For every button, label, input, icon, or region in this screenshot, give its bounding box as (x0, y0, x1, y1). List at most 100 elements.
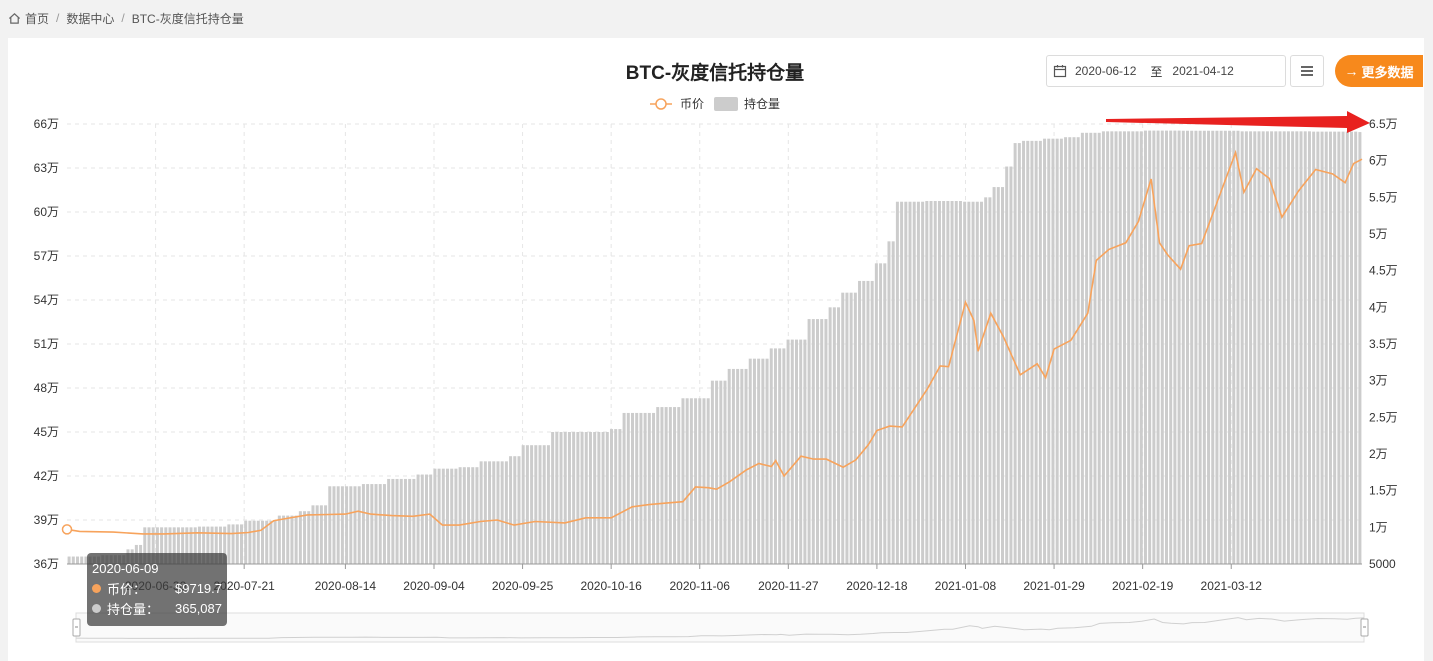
holdings-bar (370, 484, 374, 564)
more-data-button[interactable]: → 更多数据 (1335, 55, 1423, 87)
y-left-tick-label: 48万 (34, 381, 59, 395)
holdings-bar (1265, 131, 1269, 565)
holdings-bar (685, 398, 689, 564)
holdings-bar (176, 527, 180, 564)
breadcrumb-data-center-link[interactable]: 数据中心 (66, 11, 115, 26)
holdings-bar (324, 505, 328, 564)
holdings-bar (248, 520, 252, 564)
holdings-bar (168, 527, 172, 564)
holdings-bar (1194, 130, 1198, 564)
holdings-bar (269, 520, 273, 564)
holdings-bar (193, 527, 197, 564)
holdings-bar (479, 461, 483, 564)
chart-legend[interactable]: 币价 持仓量 (650, 96, 780, 111)
y-left-tick-label: 57万 (34, 249, 59, 263)
holdings-bar (942, 201, 946, 564)
holdings-bar (555, 432, 559, 564)
date-range-picker[interactable]: 2020-06-12 至 2021-04-12 (1046, 55, 1286, 87)
start-date-input[interactable]: 2020-06-12 (1075, 64, 1137, 78)
holdings-bar (1068, 137, 1072, 564)
holdings-bar (879, 263, 883, 564)
holdings-bar (916, 201, 920, 564)
end-date-input[interactable]: 2021-04-12 (1172, 64, 1234, 78)
holdings-bar (694, 398, 698, 564)
holdings-bar (635, 412, 639, 564)
holdings-bar (530, 445, 534, 564)
holdings-bar (845, 292, 849, 564)
holdings-bar (1295, 131, 1299, 565)
holdings-bar (441, 468, 445, 564)
holdings-bar (1257, 131, 1261, 565)
holdings-bar (185, 527, 189, 564)
holdings-bar (1005, 166, 1009, 565)
menu-button[interactable] (1290, 55, 1324, 87)
holdings-bar (155, 527, 159, 564)
holdings-bar (538, 445, 542, 564)
holdings-bar (761, 358, 765, 564)
tooltip-date: 2020-06-09 (92, 560, 159, 576)
holdings-bar (912, 201, 916, 564)
holdings-bar (588, 432, 592, 564)
legend-price-marker (655, 98, 667, 110)
holdings-bar (475, 467, 479, 564)
holdings-bar (340, 486, 344, 564)
holdings-bar (454, 468, 458, 564)
holdings-bar (887, 241, 891, 565)
holdings-bar (1240, 131, 1244, 565)
y-left-tick-label: 60万 (34, 205, 59, 219)
holdings-bar (1110, 131, 1114, 565)
holdings-bar (811, 319, 815, 564)
holdings-bar (1169, 130, 1173, 564)
holdings-bar (273, 520, 277, 564)
breadcrumb-home-link[interactable]: 首页 (25, 11, 50, 26)
holdings-bar (408, 478, 412, 564)
holdings-dot-icon (92, 603, 101, 613)
holdings-bar (265, 520, 269, 564)
holdings-bar (189, 527, 193, 564)
holdings-bar (631, 412, 635, 564)
holdings-bar (593, 432, 597, 564)
holdings-bar (643, 412, 647, 564)
home-icon (8, 12, 21, 24)
holdings-bar (870, 280, 874, 564)
chart-title: BTC-灰度信托持仓量 (625, 63, 805, 84)
holdings-bar (1064, 137, 1068, 564)
holdings-bar (1198, 130, 1202, 564)
holdings-bar (740, 368, 744, 564)
holdings-bar (462, 467, 466, 564)
holdings-bar (500, 461, 504, 564)
holdings-bar (1097, 132, 1101, 565)
holdings-bar (660, 407, 664, 564)
holdings-bar (866, 280, 870, 564)
holdings-bar (664, 407, 668, 564)
holdings-bar (1345, 131, 1349, 565)
holdings-bar (727, 368, 731, 564)
y-right-tick-label: 4万 (1369, 300, 1388, 314)
y-right-tick-label: 1.5万 (1369, 484, 1398, 498)
arrow-right-icon: → (1344, 63, 1359, 79)
zoom-slider[interactable] (72, 612, 1369, 643)
y-right-tick-label: 2.5万 (1369, 410, 1398, 424)
holdings-bar (853, 292, 857, 564)
legend-price-label: 币价 (680, 97, 704, 111)
holdings-bar (420, 474, 424, 564)
holdings-bar (656, 407, 660, 564)
holdings-bar (1047, 138, 1051, 564)
x-tick-label: 2020-09-04 (403, 579, 465, 593)
holdings-bar (807, 319, 811, 564)
holdings-bar (1337, 131, 1341, 565)
y-right-tick-label: 6.5万 (1369, 117, 1398, 131)
holdings-bar (971, 201, 975, 564)
holdings-bar (900, 201, 904, 564)
holdings-bar (1303, 131, 1307, 565)
holdings-bar (378, 484, 382, 564)
holdings-bar (1072, 137, 1076, 564)
holdings-bar (858, 280, 862, 564)
holdings-bar (992, 187, 996, 565)
holdings-bar (303, 511, 307, 564)
y-right-tick-label: 4.5万 (1369, 264, 1398, 278)
holdings-bar (824, 319, 828, 564)
holdings-bar (849, 292, 853, 564)
holdings-bar (790, 339, 794, 564)
